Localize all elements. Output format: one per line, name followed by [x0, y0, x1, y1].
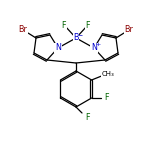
- Text: B: B: [73, 33, 79, 43]
- Text: F: F: [104, 93, 109, 102]
- Text: N: N: [91, 43, 97, 52]
- Text: F: F: [62, 21, 66, 29]
- Text: N: N: [55, 43, 61, 52]
- Text: −: −: [77, 32, 82, 37]
- Text: Br: Br: [19, 26, 28, 35]
- Text: Br: Br: [124, 26, 133, 35]
- Text: CH₃: CH₃: [101, 71, 114, 77]
- Text: F: F: [86, 21, 90, 29]
- Text: +: +: [95, 41, 101, 47]
- Text: F: F: [85, 114, 89, 123]
